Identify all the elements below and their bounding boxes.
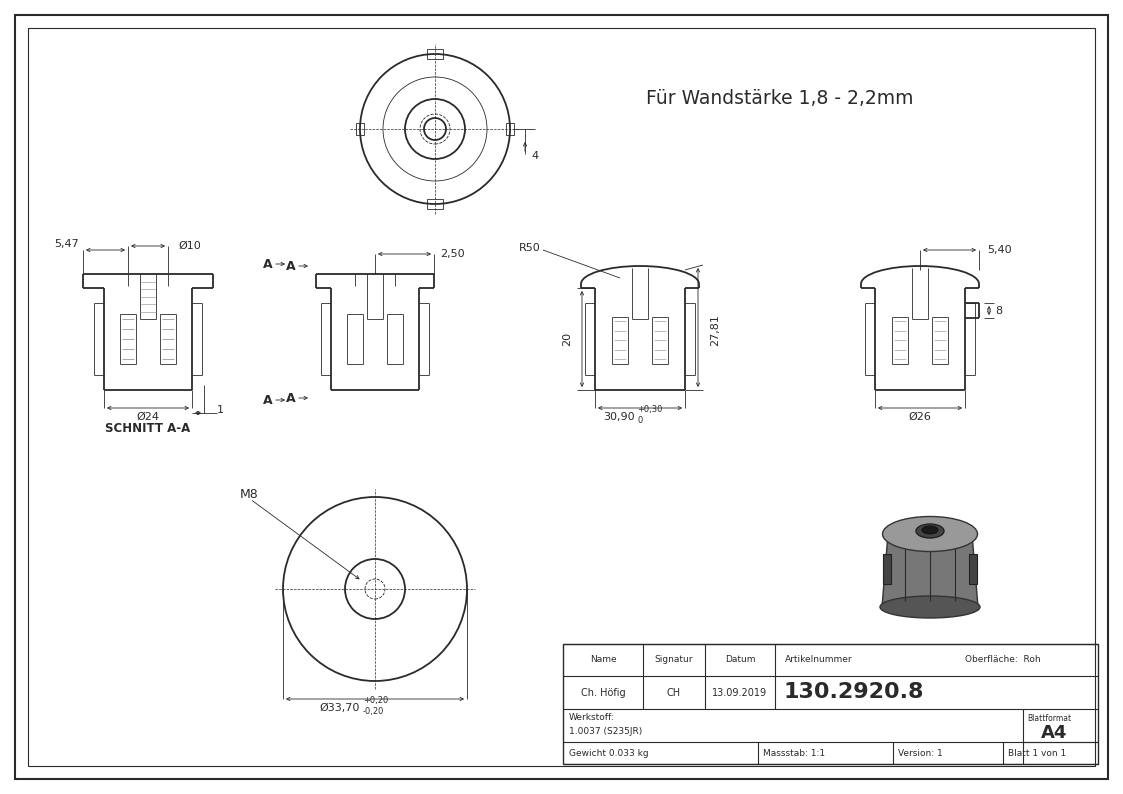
Text: 30,90: 30,90 <box>603 412 634 422</box>
Ellipse shape <box>916 524 944 538</box>
Text: Artikelnummer: Artikelnummer <box>785 656 852 665</box>
Ellipse shape <box>880 596 980 618</box>
Text: 1: 1 <box>217 405 223 415</box>
Text: 5,40: 5,40 <box>987 245 1012 255</box>
Text: Werkstoff:: Werkstoff: <box>569 713 614 722</box>
Text: 13.09.2019: 13.09.2019 <box>712 688 767 697</box>
Text: 8: 8 <box>995 306 1003 315</box>
Text: 1.0037 (S235JR): 1.0037 (S235JR) <box>569 727 642 736</box>
Text: A: A <box>263 257 273 271</box>
Text: Gewicht 0.033 kg: Gewicht 0.033 kg <box>569 749 649 757</box>
Text: Ø10: Ø10 <box>179 241 201 251</box>
Polygon shape <box>883 554 891 584</box>
Text: 27,81: 27,81 <box>710 314 720 346</box>
Text: 130.2920.8: 130.2920.8 <box>783 683 923 703</box>
Text: 20: 20 <box>562 332 572 346</box>
Text: 2,50: 2,50 <box>440 249 464 259</box>
Bar <box>427 49 442 59</box>
Text: R50: R50 <box>519 243 541 253</box>
Text: Datum: Datum <box>724 656 756 665</box>
Text: CH: CH <box>667 688 681 697</box>
Bar <box>563 644 1098 764</box>
Text: Für Wandstärke 1,8 - 2,2mm: Für Wandstärke 1,8 - 2,2mm <box>646 90 914 109</box>
Text: Ø24: Ø24 <box>137 412 159 422</box>
Text: 5,47: 5,47 <box>55 239 80 249</box>
Text: Blatt 1 von 1: Blatt 1 von 1 <box>1008 749 1066 757</box>
Text: Version: 1: Version: 1 <box>898 749 942 757</box>
Text: Name: Name <box>590 656 617 665</box>
Ellipse shape <box>922 526 938 534</box>
Text: SCHNITT A-A: SCHNITT A-A <box>106 422 191 434</box>
Text: +0,30
0: +0,30 0 <box>637 405 663 425</box>
Text: Ch. Höfig: Ch. Höfig <box>581 688 626 697</box>
Ellipse shape <box>883 517 977 552</box>
Text: Ø33,70: Ø33,70 <box>320 703 360 713</box>
Text: 4: 4 <box>531 151 538 161</box>
Text: Ø26: Ø26 <box>909 412 931 422</box>
Text: +0,20
-0,20: +0,20 -0,20 <box>363 696 389 715</box>
Text: A4: A4 <box>1041 723 1067 742</box>
Text: A: A <box>286 260 295 272</box>
Text: Blattformat: Blattformat <box>1028 714 1071 723</box>
Text: Massstab: 1:1: Massstab: 1:1 <box>763 749 825 757</box>
Text: Signatur: Signatur <box>655 656 693 665</box>
Bar <box>427 199 442 209</box>
Text: A: A <box>286 391 295 404</box>
Polygon shape <box>969 554 977 584</box>
Bar <box>506 123 514 135</box>
Bar <box>356 123 364 135</box>
Polygon shape <box>882 534 978 607</box>
Text: A: A <box>263 394 273 407</box>
Text: M8: M8 <box>240 488 258 500</box>
Text: Oberfläche:  Roh: Oberfläche: Roh <box>965 656 1041 665</box>
